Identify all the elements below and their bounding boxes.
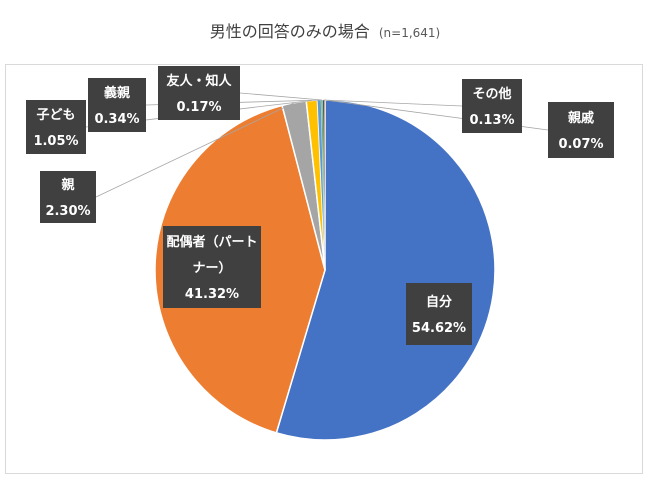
- leader-line-6: [239, 92, 323, 101]
- data-label-box: [406, 283, 472, 345]
- data-label-7: その他 0.13%: [462, 79, 522, 133]
- data-label-4: 子ども 1.05%: [26, 100, 86, 154]
- data-label-name: 義親: [104, 85, 130, 101]
- data-label-box: [40, 171, 96, 223]
- pie-slice-1: [275, 99, 496, 441]
- data-label-percent: 0.34%: [94, 112, 139, 127]
- data-label-percent: 0.17%: [176, 100, 221, 115]
- leader-line-3: [95, 102, 295, 198]
- data-label-percent: 2.30%: [45, 204, 90, 219]
- data-label-box: [548, 102, 614, 158]
- data-label-name: 子ども: [36, 108, 75, 123]
- data-label-percent: 41.32%: [185, 287, 239, 302]
- chart-subtitle: (n=1,641): [378, 26, 441, 40]
- data-label-name: 配偶者（パート: [166, 234, 257, 250]
- data-label-name: ナー）: [192, 260, 231, 276]
- data-label-name: 友人・知人: [166, 73, 232, 89]
- data-label-3: 親 2.30%: [40, 171, 96, 223]
- data-label-5: 義親 0.34%: [88, 78, 146, 132]
- data-label-1: 自分 54.62%: [406, 283, 472, 345]
- data-label-box: [462, 79, 522, 133]
- data-label-name: 自分: [426, 294, 452, 310]
- leader-line-7: [323, 99, 463, 107]
- data-label-percent: 0.13%: [469, 113, 514, 128]
- data-label-8: 親戚 0.07%: [548, 102, 614, 158]
- data-label-percent: 54.62%: [412, 321, 466, 336]
- pie-slices: [154, 99, 496, 441]
- data-label-box: [158, 66, 240, 120]
- data-label-name: その他: [472, 86, 511, 102]
- data-label-percent: 0.07%: [558, 137, 603, 152]
- data-label-box: [88, 78, 146, 132]
- data-label-6: 友人・知人 0.17%: [158, 66, 240, 120]
- chart-title-text: 男性の回答のみの場合: [209, 22, 370, 41]
- data-label-name: 親戚: [568, 110, 594, 126]
- data-label-box: [163, 226, 261, 308]
- chart-title: 男性の回答のみの場合 (n=1,641): [0, 18, 650, 42]
- data-label-name: 親: [61, 177, 74, 193]
- data-label-box: [26, 100, 86, 154]
- data-label-percent: 1.05%: [33, 134, 78, 149]
